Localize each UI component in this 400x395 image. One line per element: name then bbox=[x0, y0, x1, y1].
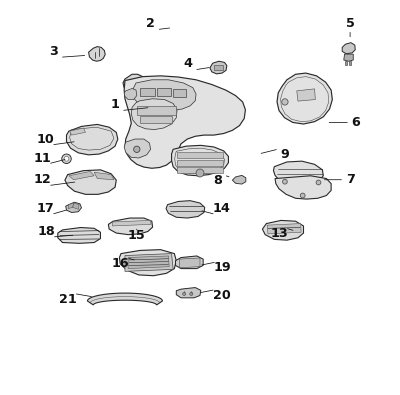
Text: 21: 21 bbox=[59, 293, 76, 306]
Polygon shape bbox=[94, 172, 114, 180]
Polygon shape bbox=[274, 161, 323, 186]
Polygon shape bbox=[123, 74, 146, 92]
Polygon shape bbox=[131, 99, 177, 130]
Text: 10: 10 bbox=[36, 133, 54, 145]
Polygon shape bbox=[176, 288, 201, 298]
Text: 5: 5 bbox=[346, 17, 354, 30]
Polygon shape bbox=[124, 88, 137, 100]
Polygon shape bbox=[58, 228, 100, 243]
Polygon shape bbox=[176, 256, 203, 269]
Polygon shape bbox=[232, 175, 246, 184]
Polygon shape bbox=[73, 203, 79, 209]
Polygon shape bbox=[275, 176, 331, 199]
Polygon shape bbox=[214, 65, 223, 70]
Polygon shape bbox=[65, 170, 116, 194]
Polygon shape bbox=[128, 256, 169, 269]
Text: 6: 6 bbox=[352, 116, 360, 129]
Polygon shape bbox=[124, 139, 151, 158]
Text: 2: 2 bbox=[146, 17, 155, 30]
Text: 1: 1 bbox=[111, 98, 120, 111]
Text: 16: 16 bbox=[111, 257, 129, 270]
Polygon shape bbox=[66, 124, 118, 155]
Polygon shape bbox=[108, 218, 153, 235]
Polygon shape bbox=[262, 220, 304, 240]
Circle shape bbox=[190, 292, 193, 295]
Polygon shape bbox=[112, 220, 151, 226]
Text: 8: 8 bbox=[213, 175, 222, 187]
Polygon shape bbox=[133, 80, 196, 111]
Text: 11: 11 bbox=[33, 152, 51, 164]
Polygon shape bbox=[140, 88, 154, 96]
Polygon shape bbox=[70, 128, 86, 135]
Text: 7: 7 bbox=[346, 173, 354, 186]
Polygon shape bbox=[345, 61, 347, 65]
Text: 14: 14 bbox=[213, 202, 231, 215]
Text: 20: 20 bbox=[213, 289, 231, 302]
Circle shape bbox=[134, 146, 140, 152]
Polygon shape bbox=[125, 254, 173, 271]
Polygon shape bbox=[297, 89, 315, 101]
Text: 13: 13 bbox=[270, 228, 288, 240]
Polygon shape bbox=[166, 201, 205, 218]
Polygon shape bbox=[88, 293, 162, 305]
Polygon shape bbox=[69, 171, 94, 180]
Polygon shape bbox=[124, 76, 246, 168]
Polygon shape bbox=[177, 160, 223, 166]
Polygon shape bbox=[267, 224, 301, 234]
Polygon shape bbox=[348, 61, 351, 65]
Circle shape bbox=[196, 169, 204, 177]
Polygon shape bbox=[68, 203, 74, 209]
Text: 12: 12 bbox=[33, 173, 51, 186]
Text: 9: 9 bbox=[280, 149, 289, 161]
Polygon shape bbox=[210, 61, 227, 74]
Text: 18: 18 bbox=[37, 225, 55, 237]
Text: 17: 17 bbox=[36, 202, 54, 215]
Polygon shape bbox=[120, 250, 176, 276]
Text: 15: 15 bbox=[128, 229, 146, 241]
Circle shape bbox=[183, 292, 186, 295]
Polygon shape bbox=[180, 258, 200, 268]
Polygon shape bbox=[177, 167, 223, 173]
Circle shape bbox=[282, 99, 288, 105]
Text: 19: 19 bbox=[214, 261, 232, 274]
Circle shape bbox=[300, 193, 305, 198]
Polygon shape bbox=[140, 116, 172, 123]
Text: 3: 3 bbox=[50, 45, 58, 58]
Polygon shape bbox=[66, 202, 82, 213]
Polygon shape bbox=[344, 54, 353, 61]
Text: 4: 4 bbox=[184, 58, 193, 70]
Polygon shape bbox=[342, 43, 355, 54]
Polygon shape bbox=[156, 88, 171, 96]
Circle shape bbox=[62, 154, 71, 164]
Polygon shape bbox=[177, 152, 223, 158]
Polygon shape bbox=[89, 47, 105, 61]
Circle shape bbox=[282, 179, 287, 184]
Polygon shape bbox=[172, 145, 228, 176]
Polygon shape bbox=[277, 73, 332, 124]
Polygon shape bbox=[173, 89, 186, 97]
Polygon shape bbox=[137, 106, 176, 115]
Circle shape bbox=[64, 156, 69, 161]
Circle shape bbox=[316, 180, 321, 185]
